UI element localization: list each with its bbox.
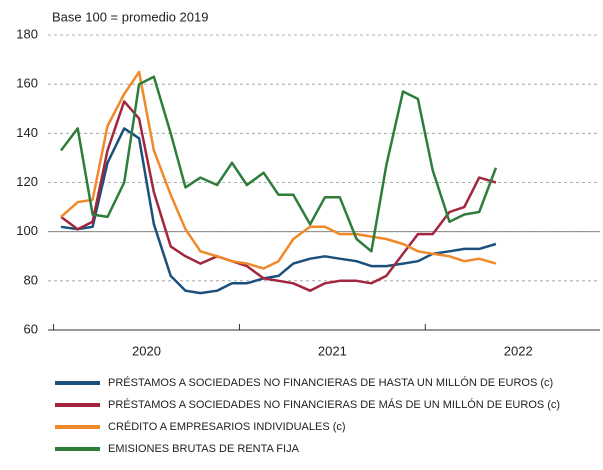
y-tick-label: 180 [16,26,38,41]
x-tick-label: 2021 [318,343,347,358]
y-tick-label: 60 [24,321,38,336]
legend-label: CRÉDITO A EMPRESARIOS INDIVIDUALES (c) [108,420,346,433]
series-line [60,127,497,295]
y-tick-label: 100 [16,223,38,238]
legend-label: PRÉSTAMOS A SOCIEDADES NO FINANCIERAS DE… [108,376,553,389]
x-tick-label: 2022 [504,343,533,358]
y-tick-label: 120 [16,174,38,189]
legend-label: PRÉSTAMOS A SOCIEDADES NO FINANCIERAS DE… [108,398,560,411]
y-tick-label: 140 [16,125,38,140]
x-tick-label: 2020 [132,343,161,358]
series-line [60,70,497,270]
y-axis-label: Base 100 = promedio 2019 [52,9,208,24]
series-line [60,75,498,253]
y-tick-label: 160 [16,76,38,91]
legend-label: EMISIONES BRUTAS DE RENTA FIJA [108,443,300,455]
y-tick-label: 80 [24,272,38,287]
